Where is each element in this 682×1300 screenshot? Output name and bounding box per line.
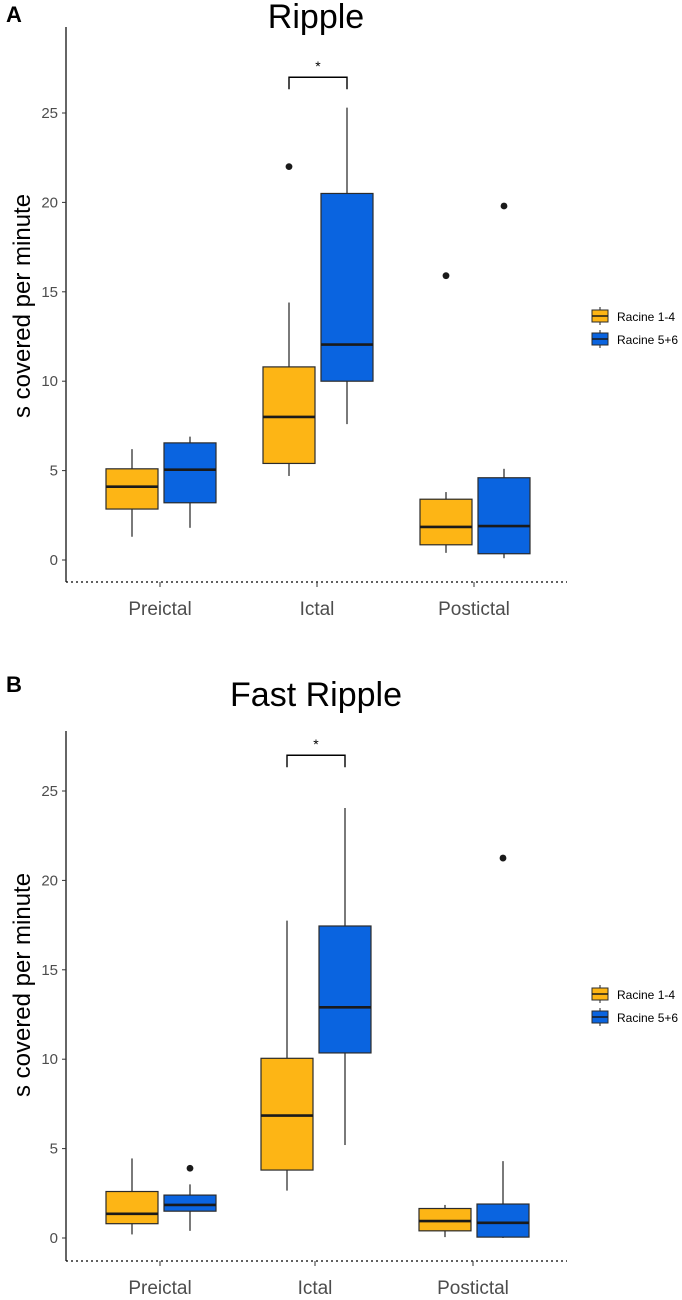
- box-iqr: [476, 1203, 530, 1238]
- chart-title: Fast Ripple: [230, 676, 402, 714]
- significance-bracket: [286, 754, 346, 768]
- plot-area: 0 5 10 15 20 25 Preictal Ictal Postictal * Racine …: [41, 27, 678, 620]
- significance-label: *: [315, 58, 321, 74]
- box-iqr: [320, 192, 374, 382]
- box-racine-1-4: [418, 1204, 472, 1238]
- legend-item: Racine 1-4: [591, 985, 675, 1003]
- y-tick-label: 5: [50, 1141, 58, 1158]
- x-tick-label: Postictal: [438, 599, 510, 620]
- box-iqr: [318, 925, 372, 1054]
- legend-label: Racine 1-4: [617, 988, 675, 1002]
- box-racine-1-4: [262, 163, 316, 476]
- box-iqr: [477, 477, 531, 555]
- y-tick-label: 25: [41, 105, 58, 122]
- panel-a: A Ripple s covered per minute 0 5 10 15 20 25…: [6, 0, 678, 620]
- y-tick-label: 0: [50, 1230, 58, 1247]
- y-tick-label: 15: [41, 284, 58, 301]
- box-racine-5-6: [320, 107, 374, 425]
- y-tick-label: 20: [41, 872, 58, 889]
- x-tick-label: Preictal: [128, 1278, 191, 1299]
- legend-item: Racine 5+6: [591, 330, 678, 348]
- y-tick-label: 10: [41, 1051, 58, 1068]
- y-tick-label: 10: [41, 373, 58, 390]
- legend-label: Racine 5+6: [617, 1011, 678, 1025]
- panel-b: B Fast Ripple s covered per minute 0 5 10 1…: [6, 672, 678, 1299]
- box-racine-1-4: [419, 272, 473, 553]
- box-iqr: [105, 468, 159, 510]
- box-racine-1-4: [105, 1158, 159, 1235]
- y-tick-label: 25: [41, 783, 58, 800]
- box-racine-1-4: [260, 920, 314, 1191]
- y-axis-label: s covered per minute: [9, 873, 36, 1097]
- box-iqr: [105, 1190, 159, 1225]
- legend-label: Racine 5+6: [617, 333, 678, 347]
- y-tick-label: 20: [41, 194, 58, 211]
- significance-bracket: [288, 76, 348, 90]
- box-iqr: [260, 1057, 314, 1171]
- y-tick-label: 0: [50, 552, 58, 569]
- box-racine-5-6: [163, 436, 217, 528]
- x-tick-label: Preictal: [128, 599, 191, 620]
- box-racine-5-6: [163, 1164, 217, 1231]
- chart-title: Ripple: [268, 0, 364, 36]
- box-iqr: [163, 1194, 217, 1212]
- outlier-point: [186, 1164, 194, 1172]
- box-iqr: [163, 442, 217, 504]
- box-iqr: [418, 1207, 472, 1232]
- y-tick-label: 15: [41, 962, 58, 979]
- legend-item: Racine 1-4: [591, 307, 675, 325]
- legend-label: Racine 1-4: [617, 310, 675, 324]
- panel-letter: A: [6, 2, 22, 27]
- box-racine-5-6: [318, 807, 372, 1146]
- outlier-point: [285, 163, 293, 171]
- significance-label: *: [313, 736, 319, 752]
- outlier-point: [442, 272, 450, 280]
- legend-item: Racine 5+6: [591, 1008, 678, 1026]
- box-racine-1-4: [105, 449, 159, 537]
- y-axis-label: s covered per minute: [9, 194, 36, 418]
- y-tick-label: 5: [50, 463, 58, 480]
- x-tick-label: Ictal: [300, 599, 335, 620]
- box-racine-5-6: [476, 854, 530, 1238]
- panel-letter: B: [6, 672, 22, 697]
- outlier-point: [500, 202, 508, 210]
- box-iqr: [262, 366, 316, 465]
- box-racine-5-6: [477, 202, 531, 559]
- outlier-point: [499, 854, 507, 862]
- plot-area: 0 5 10 15 20 25 Preictal Ictal Postictal * Racine …: [41, 731, 678, 1299]
- box-iqr: [419, 498, 473, 546]
- x-tick-label: Ictal: [298, 1278, 333, 1299]
- x-tick-label: Postictal: [437, 1278, 509, 1299]
